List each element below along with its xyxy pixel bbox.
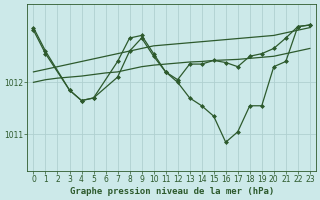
X-axis label: Graphe pression niveau de la mer (hPa): Graphe pression niveau de la mer (hPa) [69,187,274,196]
